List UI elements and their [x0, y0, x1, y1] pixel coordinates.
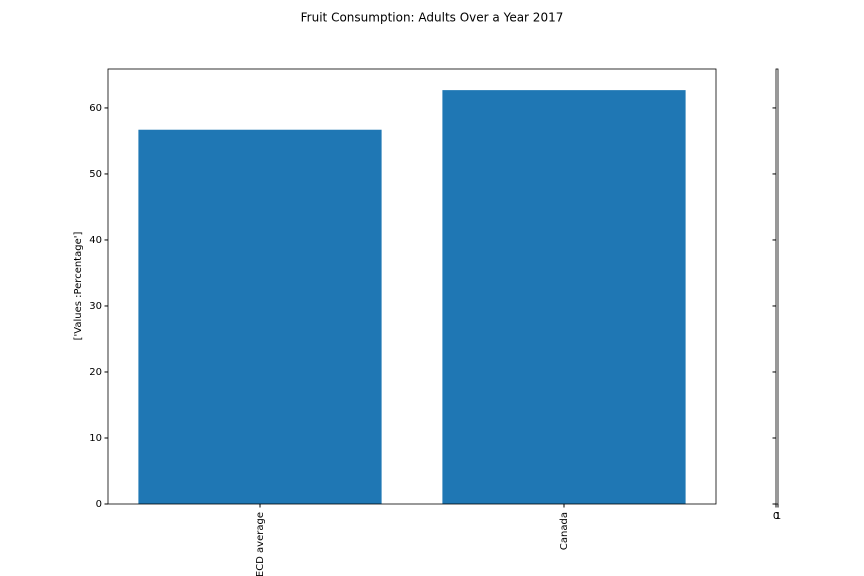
y-tick-label: 50: [89, 169, 102, 180]
x-tick-label: 0: [773, 511, 779, 522]
bar: [442, 90, 686, 504]
x-tick-label: Canada: [559, 512, 570, 550]
chart-title: Fruit Consumption: Adults Over a Year 20…: [301, 11, 564, 25]
x-tick-label: OECD average: [255, 512, 266, 576]
y-tick-label: 60: [89, 103, 102, 114]
y-tick-label: 40: [89, 235, 102, 246]
x-tick-label: 1: [775, 511, 781, 522]
y-tick-label: 10: [89, 433, 102, 444]
axes-frame: [107, 68, 717, 505]
axes-frame: [775, 68, 779, 505]
y-tick-label: 0: [96, 499, 102, 510]
y-tick-label: 20: [89, 367, 102, 378]
bar: [138, 129, 382, 504]
y-tick-label: 30: [89, 301, 102, 312]
y-axis-label: ['Values :Percentage']: [73, 232, 84, 341]
